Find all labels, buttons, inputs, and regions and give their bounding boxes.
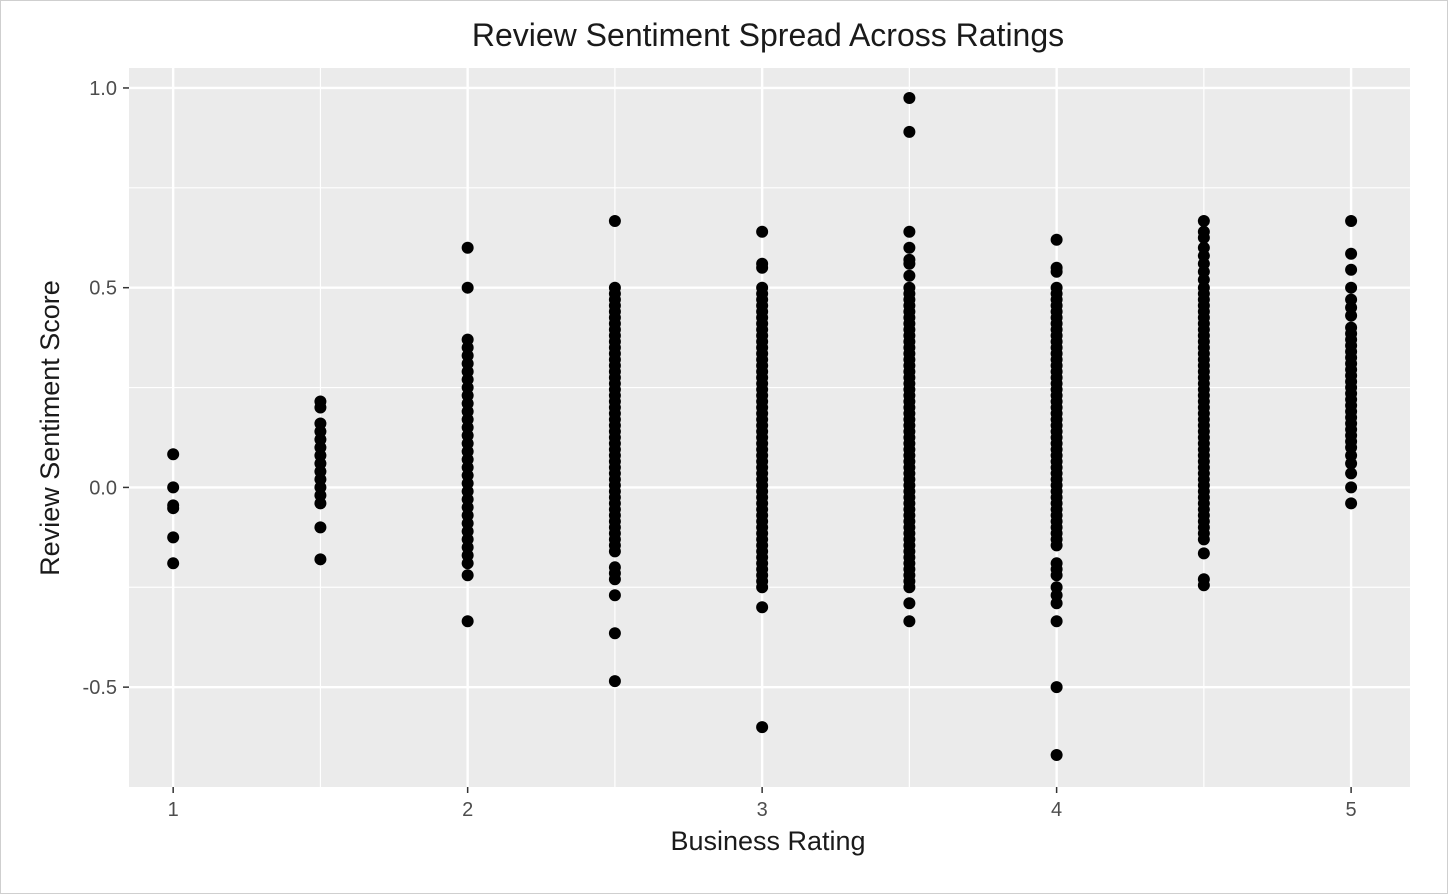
data-point <box>756 721 769 734</box>
data-point <box>1050 749 1063 762</box>
data-point <box>1197 214 1210 227</box>
data-point <box>461 241 474 254</box>
data-point <box>461 281 474 294</box>
data-point <box>756 601 769 614</box>
data-point <box>167 481 180 494</box>
data-point <box>461 557 474 570</box>
data-point <box>1345 263 1358 276</box>
data-point <box>1197 579 1210 592</box>
x-axis-label: Business Rating <box>670 826 865 856</box>
y-tick-label: -0.5 <box>83 677 117 699</box>
data-point <box>167 448 180 461</box>
data-point <box>903 581 916 594</box>
data-point <box>608 573 621 586</box>
x-axis: 1 2 3 4 5 <box>168 787 1357 821</box>
data-point <box>167 557 180 570</box>
data-point <box>756 581 769 594</box>
data-point <box>314 521 327 534</box>
data-point <box>1345 281 1358 294</box>
data-point <box>314 497 327 510</box>
data-point <box>1345 497 1358 510</box>
data-point <box>1345 247 1358 260</box>
data-point <box>1050 539 1063 552</box>
data-point <box>608 627 621 640</box>
data-point <box>608 589 621 602</box>
data-point <box>903 241 916 254</box>
data-point <box>1345 309 1358 322</box>
data-point <box>1050 265 1063 278</box>
data-point <box>903 269 916 282</box>
data-point <box>1345 457 1358 470</box>
data-point <box>1345 467 1358 480</box>
data-point <box>314 553 327 566</box>
data-point <box>903 615 916 628</box>
data-point <box>903 125 916 138</box>
data-point <box>1050 233 1063 246</box>
data-point <box>1197 533 1210 546</box>
x-tick-label: 2 <box>462 799 473 821</box>
data-point <box>903 597 916 610</box>
x-tick-label: 1 <box>168 799 179 821</box>
data-point <box>608 675 621 688</box>
chart-title: Review Sentiment Spread Across Ratings <box>472 17 1064 53</box>
data-point <box>1197 231 1210 244</box>
data-point <box>903 257 916 270</box>
data-point <box>1345 481 1358 494</box>
data-point <box>1345 214 1358 227</box>
data-point <box>461 615 474 628</box>
data-point <box>608 545 621 558</box>
data-point <box>608 214 621 227</box>
data-point <box>1050 597 1063 610</box>
data-point <box>756 225 769 238</box>
data-point <box>903 91 916 104</box>
data-point <box>756 261 769 274</box>
data-point <box>1050 681 1063 694</box>
data-point <box>903 225 916 238</box>
y-tick-label: 0.0 <box>89 477 117 499</box>
data-point <box>314 401 327 414</box>
data-point <box>1050 615 1063 628</box>
x-tick-label: 5 <box>1346 799 1357 821</box>
x-tick-label: 3 <box>757 799 768 821</box>
data-point <box>167 502 180 515</box>
y-axis-label: Review Sentiment Score <box>35 280 65 576</box>
data-point <box>167 531 180 544</box>
y-tick-label: 1.0 <box>89 78 117 100</box>
y-axis: -0.5 0.0 0.5 1.0 <box>83 78 129 699</box>
x-tick-label: 4 <box>1051 799 1062 821</box>
data-point <box>461 569 474 582</box>
data-point <box>1197 547 1210 560</box>
y-tick-label: 0.5 <box>89 278 117 300</box>
data-points <box>167 91 1358 762</box>
data-point <box>1050 569 1063 582</box>
